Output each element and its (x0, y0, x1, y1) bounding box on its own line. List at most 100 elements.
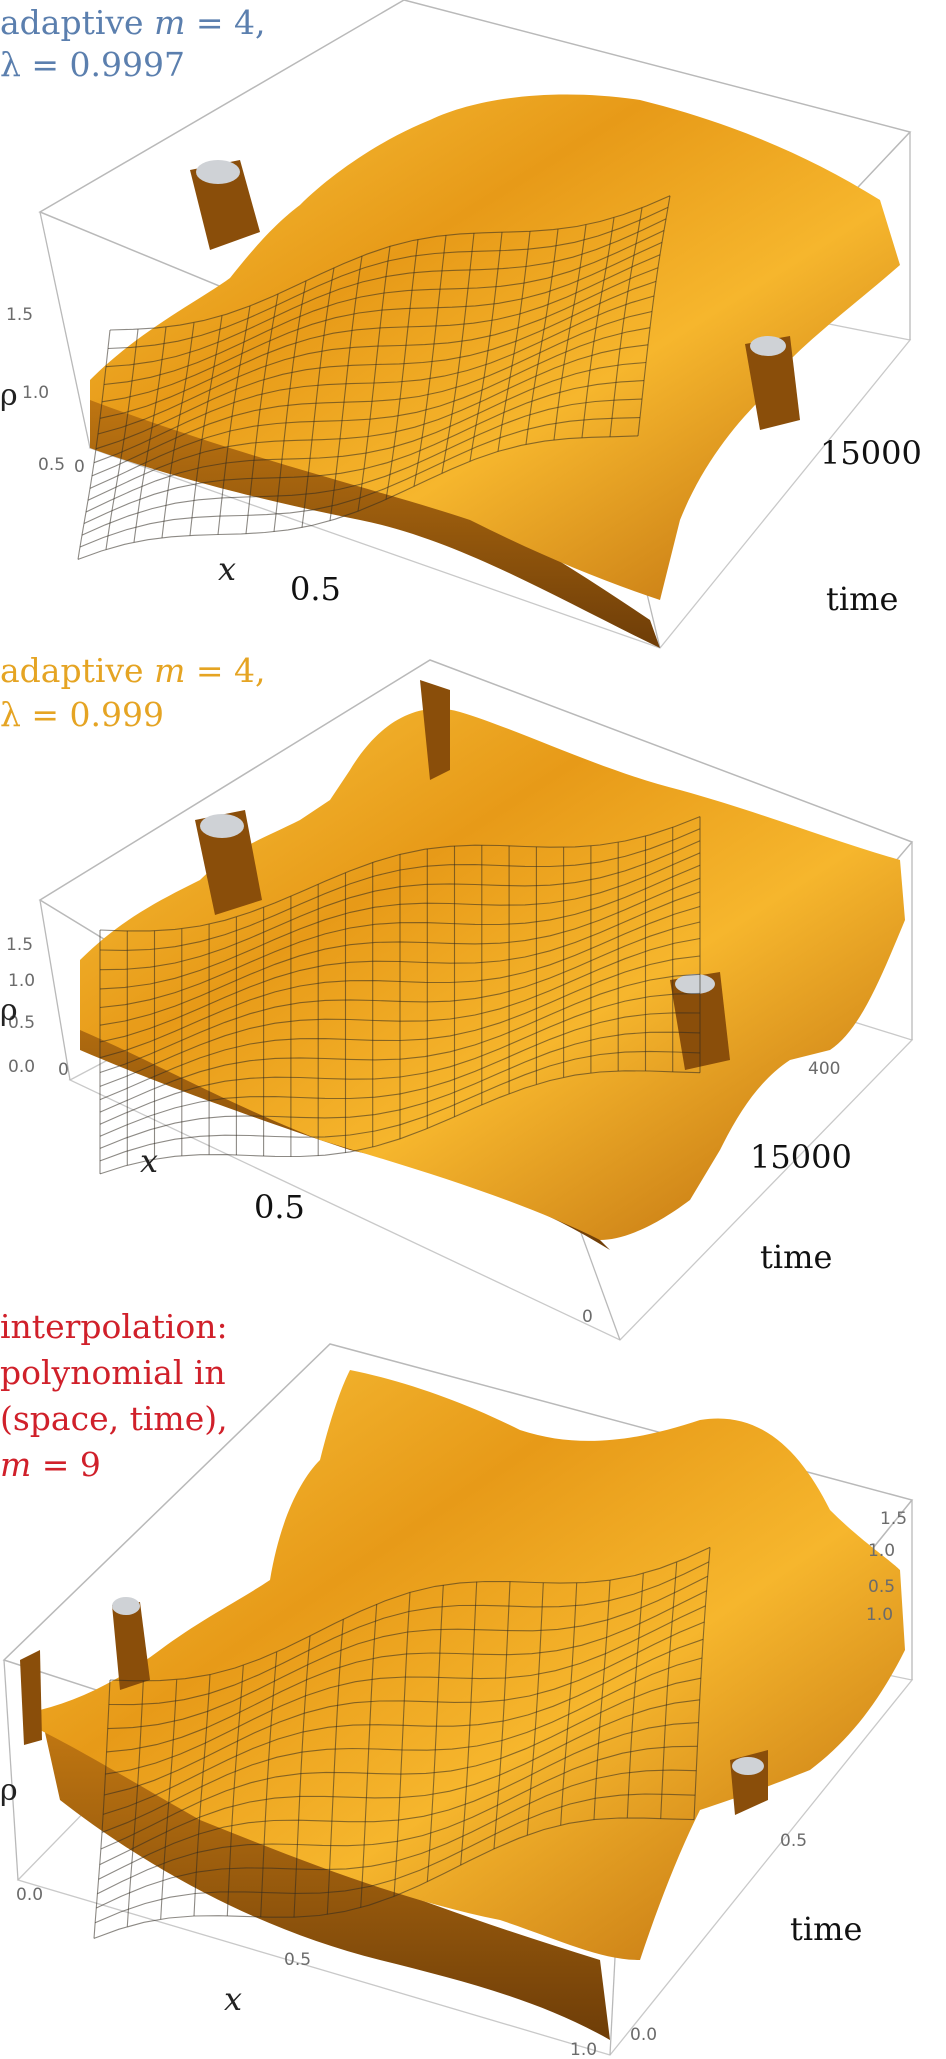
surface-ridge (112, 1602, 150, 1690)
mesh-line (99, 1699, 700, 1866)
rho-tick-label: 1.0 (868, 1541, 895, 1561)
mesh-line (89, 327, 651, 489)
surface-mesh (99, 816, 701, 1175)
mesh-line (105, 218, 667, 368)
x-tick-label: 1.0 (570, 2040, 597, 2059)
mesh-line (85, 361, 647, 513)
surface-mesh (93, 1546, 711, 1939)
mesh-line (99, 1031, 701, 1149)
time-tick-label: 15000 (750, 1138, 852, 1176)
mesh-line (97, 1745, 698, 1895)
mesh-line (99, 1050, 701, 1162)
mesh-line (103, 230, 665, 386)
x-axis-label: x (218, 550, 236, 588)
box-edge (39, 211, 91, 449)
box-edge (39, 899, 71, 1081)
title-2: adaptive m = 4, λ = 0.999 (0, 651, 266, 734)
rho-axis-label: ρ (0, 1773, 18, 1808)
title-1: adaptive m = 4, λ = 0.9997 (0, 3, 266, 84)
time-axis-label: time (790, 1910, 862, 1948)
box-edge (579, 1229, 621, 1341)
mesh-line (101, 241, 663, 403)
x-axis-label: x (140, 1142, 158, 1180)
surface-cap (112, 1597, 140, 1615)
axes-2: 1.5 1.0 0.5 0.0 ρ 0 x 0.5 400 15000 time… (0, 935, 852, 1327)
surface-mesh (77, 195, 671, 560)
time-tick-label: 0.5 (780, 1831, 807, 1851)
mesh-line (93, 1817, 695, 1939)
title-line: λ = 0.999 (0, 695, 164, 734)
surface-3 (20, 1370, 905, 2040)
rho-tick-label: 1.5 (880, 1509, 907, 1529)
rho-tick-label: 0.0 (8, 1057, 35, 1077)
axes-3: ρ 1.5 1.0 0.5 1.0 0.5 0.0 time 0.0 0.5 x… (0, 1509, 907, 2059)
surface-1 (77, 94, 900, 648)
title-line: λ = 0.9997 (0, 45, 185, 84)
mesh-line (99, 852, 701, 990)
mesh-line (99, 891, 701, 1043)
mesh-line (100, 1677, 702, 1850)
x-tick-label: 0 (74, 457, 85, 477)
x-tick-label: 0 (58, 1060, 69, 1080)
rho-axis-label: ρ (0, 993, 18, 1028)
time-tick-label: 400 (808, 1059, 840, 1079)
panel-3: interpolation: polynomial in (space, tim… (0, 1307, 914, 2059)
surface-body (90, 94, 900, 601)
mesh-line (99, 816, 701, 932)
mesh-line (96, 1769, 697, 1909)
mesh-line (99, 937, 701, 1087)
title-line: interpolation: (0, 1307, 228, 1346)
surface-cap (200, 814, 244, 838)
mesh-line (94, 1793, 696, 1924)
mesh-line (99, 254, 661, 419)
rho-tick-label: 1.5 (6, 935, 33, 955)
panel-1: adaptive m = 4, λ = 0.9997 1.5 1.0 0.5 ρ… (0, 0, 922, 649)
mesh-line (102, 1638, 704, 1815)
time-tick-label: 0.0 (630, 2025, 657, 2045)
mesh-line (104, 1621, 705, 1796)
mesh-line (105, 1605, 706, 1775)
title-3: interpolation: polynomial in (space, tim… (0, 1307, 228, 1484)
mesh-line (108, 1561, 710, 1706)
mesh-line (81, 398, 643, 536)
mesh-line (97, 267, 659, 435)
rho-tick-label: 0.5 (8, 1013, 35, 1033)
mesh-line (95, 280, 657, 450)
mesh-line (99, 955, 701, 1101)
x-tick-label: 0.5 (284, 1950, 311, 1970)
mesh-line (109, 195, 671, 331)
rho-tick-label: 1.5 (6, 305, 33, 325)
time-axis-label: time (760, 1238, 832, 1276)
time-tick-label: 0 (582, 1307, 593, 1327)
mesh-line (77, 435, 639, 560)
x-tick-label: 0.5 (254, 1188, 305, 1226)
mesh-line (87, 344, 649, 501)
surface-cap (196, 160, 240, 184)
rho-tick-label: 0.5 (868, 1577, 895, 1597)
mesh-line (99, 840, 701, 971)
mesh-line (93, 295, 655, 464)
surface-front-wall (40, 1710, 610, 2040)
time-tick-label: 1.0 (866, 1605, 893, 1625)
rho-tick-label: 0.5 (38, 455, 65, 475)
mesh-line (107, 206, 669, 350)
x-tick-label: 0.0 (16, 1885, 43, 1905)
time-tick-label: 15000 (820, 434, 922, 472)
mesh-line (99, 921, 701, 1074)
mesh-line (99, 973, 701, 1113)
surface-2 (80, 680, 905, 1250)
panel-2: adaptive m = 4, λ = 0.999 1.5 1.0 0.5 0.… (0, 651, 914, 1341)
title-line: adaptive m = 4, (0, 3, 266, 42)
x-axis-label: x (224, 1980, 242, 2018)
mesh-line (107, 1575, 708, 1730)
axes-1: 1.5 1.0 0.5 ρ 0 x 0.5 15000 time (0, 305, 922, 618)
mesh-line (99, 992, 701, 1125)
rho-tick-label: 1.0 (8, 971, 35, 991)
mesh-line (79, 417, 641, 548)
surface-ridge (420, 680, 450, 780)
rho-axis-label: ρ (0, 378, 18, 413)
title-line: adaptive m = 4, (0, 651, 266, 690)
mesh-line (98, 1722, 699, 1880)
surface-cap (732, 1757, 764, 1775)
